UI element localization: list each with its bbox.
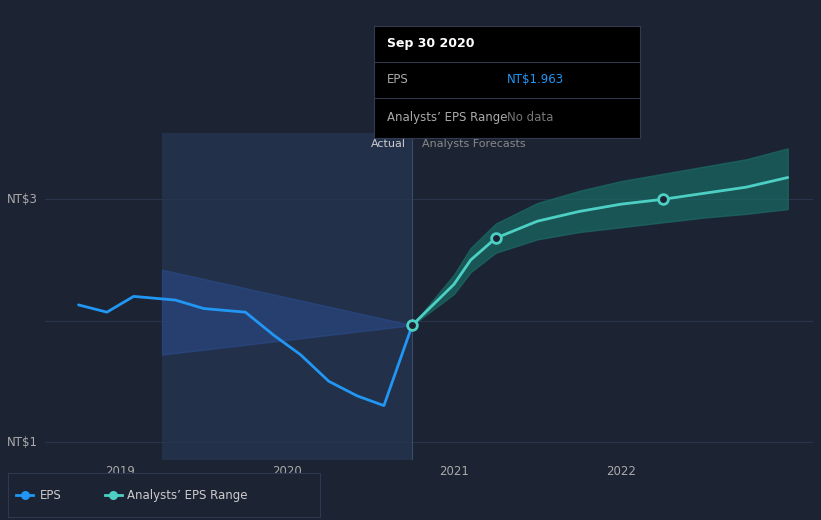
Text: NT$1.963: NT$1.963 [507,73,564,86]
Text: No data: No data [507,111,553,124]
Text: Actual: Actual [370,139,406,149]
Text: Analysts’ EPS Range: Analysts’ EPS Range [387,111,507,124]
Text: NT$3: NT$3 [7,193,38,206]
Text: EPS: EPS [39,489,61,502]
Bar [162,133,412,460]
Text: Analysts Forecasts: Analysts Forecasts [422,139,526,149]
Text: Sep 30 2020: Sep 30 2020 [387,37,475,50]
Text: EPS: EPS [387,73,409,86]
Text: Analysts’ EPS Range: Analysts’ EPS Range [126,489,247,502]
Text: NT$1: NT$1 [7,435,38,448]
